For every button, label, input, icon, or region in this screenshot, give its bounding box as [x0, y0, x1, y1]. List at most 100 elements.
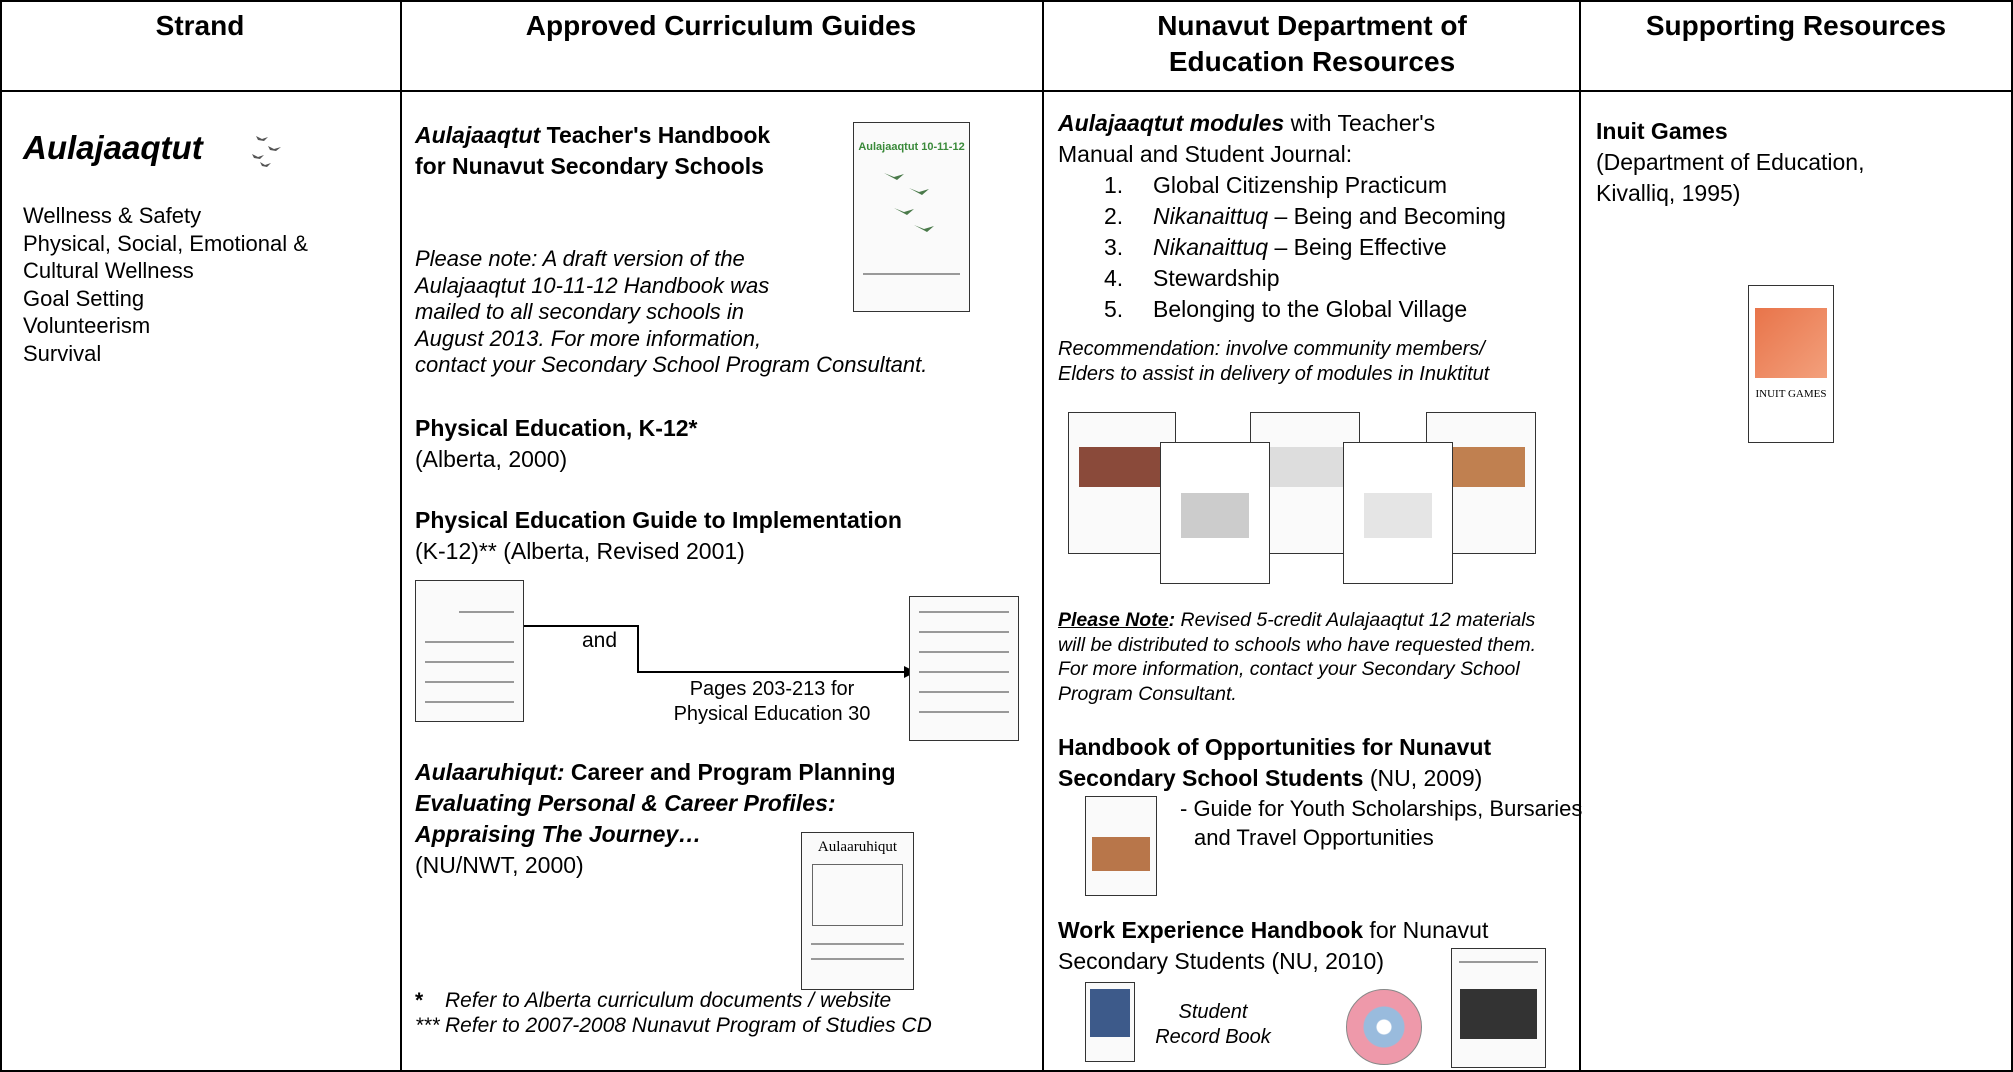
item-text: – Being Effective: [1268, 234, 1447, 260]
item-number: 5.: [1104, 296, 1124, 322]
strand-item: Physical, Social, Emotional & Cultural W…: [23, 230, 308, 284]
doc-line: [918, 671, 1010, 673]
title-bold: Work Experience Handbook: [1058, 917, 1364, 943]
item-number: 1.: [1104, 172, 1124, 198]
guide-title-text: Career and Program Planning: [564, 759, 896, 785]
doc-line: [424, 641, 515, 643]
arrow: [524, 625, 916, 678]
guide-title: Aulaaruhiqut: Career and Program Plannin…: [415, 757, 1015, 788]
record-book-cover: [1085, 982, 1135, 1062]
module-cover: [1068, 412, 1176, 554]
cover-photo: [1460, 989, 1537, 1039]
pages-note: Pages 203-213 for Physical Education 30: [632, 677, 912, 727]
spacer: [817, 246, 935, 326]
doc-line: [918, 631, 1010, 633]
column-header: Supporting Resources: [1645, 10, 1947, 41]
cover-line: [1459, 961, 1538, 963]
column-header: Nunavut Department of Education Resource…: [1157, 10, 1467, 77]
work-title: Work Experience Handbook for Nunavut Sec…: [1058, 915, 1578, 977]
strand-item: Wellness & Safety: [23, 203, 202, 228]
footnotes: * Refer to Alberta curriculum documents /…: [415, 988, 1035, 1038]
module-item: 1. Global Citizenship Practicum: [1104, 170, 1574, 201]
guide-source: (K-12)** (Alberta, Revised 2001): [415, 538, 745, 564]
module-item: 3. Nikanaittuq – Being Effective: [1104, 232, 1574, 263]
cover-line: [863, 273, 960, 275]
cover-photo: [1364, 493, 1432, 538]
guide-title: Physical Education Guide to Implementati…: [415, 507, 902, 533]
item-text: Global Citizenship Practicum: [1153, 172, 1448, 198]
note-text: Please note: A draft version of the Aula…: [415, 246, 928, 377]
doc-line: [918, 651, 1010, 653]
pages-line: Physical Education 30: [673, 703, 871, 725]
column-border: [400, 0, 402, 1072]
item-text: Belonging to the Global Village: [1153, 296, 1468, 322]
table-border: [0, 0, 2013, 2]
guide-title-italic: Aulaaruhiqut:: [415, 759, 565, 785]
doc-line: [424, 661, 515, 663]
note-text: Revised 5-credit Aulajaaqtut 12 material…: [1058, 609, 1537, 705]
handbook-note: Please note: A draft version of the Aula…: [415, 246, 935, 379]
footnote: *** Refer to 2007-2008 Nunavut Program of…: [415, 1013, 1035, 1038]
please-note: Please Note: Revised 5-credit Aulajaaqtu…: [1058, 608, 1558, 706]
resource-source: (Department of Education, Kivalliq, 1995…: [1596, 149, 1865, 206]
item-number: 2.: [1104, 203, 1124, 229]
cover-photo: [1092, 837, 1150, 871]
module-cover: [1343, 442, 1453, 584]
footnote-text: Refer to 2007-2008 Nunavut Program of St…: [445, 1014, 932, 1037]
guide-title: Aulajaaqtut Teacher's Handbook for Nunav…: [415, 120, 800, 182]
guide-title-italic: Aulajaaqtut: [415, 122, 541, 148]
supporting-entry: Inuit Games (Department of Education, Ki…: [1596, 116, 1916, 209]
document-thumb: [909, 596, 1019, 741]
cover-photo: [1261, 447, 1349, 487]
module-item: 4. Stewardship: [1104, 263, 1574, 294]
item-italic: Nikanaittuq: [1153, 234, 1269, 260]
doc-line: [458, 611, 515, 613]
column-border: [2011, 0, 2013, 1072]
connector: and: [582, 629, 618, 652]
record-book-label: Student Record Book: [1155, 1001, 1271, 1048]
item-text: Stewardship: [1153, 265, 1280, 291]
geese-icon: [252, 136, 281, 167]
title-text: for Nunavut Secondary Students (NU, 2010…: [1058, 917, 1489, 974]
guide-source: (Alberta, 2000): [415, 446, 568, 472]
cd-image: [1346, 989, 1422, 1065]
modules-title: Aulajaaqtut modules with Teacher's Manua…: [1058, 108, 1513, 170]
strand-title: Aulajaaqtut: [23, 129, 203, 166]
item-text: – Being and Becoming: [1268, 203, 1506, 229]
cover-line: [810, 943, 905, 945]
note-colon: :: [1168, 609, 1176, 631]
doc-line: [424, 681, 515, 683]
doc-line: [424, 701, 515, 703]
handbook-cover: Aulajaaqtut 10-11-12: [853, 122, 970, 312]
cover-photo: [1079, 447, 1165, 487]
doc-line: [918, 711, 1010, 713]
guide-source: (NU/NWT, 2000): [415, 852, 584, 878]
table-border: [0, 1070, 2013, 1072]
guide-entry: Physical Education Guide to Implementati…: [415, 505, 1015, 567]
footnote: * Refer to Alberta curriculum documents /…: [415, 988, 1035, 1013]
item-italic: Nikanaittuq: [1153, 203, 1269, 229]
cover-photo: [1181, 493, 1249, 538]
cover-art: [884, 173, 934, 232]
work-handbook-cover: [1451, 948, 1546, 1068]
item-number: 4.: [1104, 265, 1124, 291]
cover-line: [810, 958, 905, 960]
inuit-games-cover: INUIT GAMES: [1748, 285, 1834, 443]
strand-list: Wellness & Safety Physical, Social, Emot…: [23, 202, 363, 367]
column-border: [0, 0, 2, 1072]
cover-art: [1755, 308, 1827, 378]
opportunities-title: Handbook of Opportunities for Nunavut Se…: [1058, 732, 1578, 794]
title-source: (NU, 2009): [1363, 765, 1483, 791]
title-bold: Handbook of Opportunities for Nunavut Se…: [1058, 734, 1492, 791]
guide-entry: Physical Education, K-12* (Alberta, 2000…: [415, 413, 1015, 475]
career-cover: Aulaaruhiqut: [801, 832, 914, 990]
footnote-mark: ***: [415, 1014, 440, 1037]
document-thumb: [415, 580, 524, 722]
footnote-mark: *: [415, 989, 424, 1012]
guide-title: Physical Education, K-12*: [415, 415, 698, 441]
doc-line: [918, 691, 1010, 693]
modules-text: with Teacher's Manual and Student Journa…: [1058, 110, 1436, 167]
strand-item: Survival: [23, 340, 102, 366]
guide-subtitle: Evaluating Personal & Career Profiles: A…: [415, 790, 836, 847]
